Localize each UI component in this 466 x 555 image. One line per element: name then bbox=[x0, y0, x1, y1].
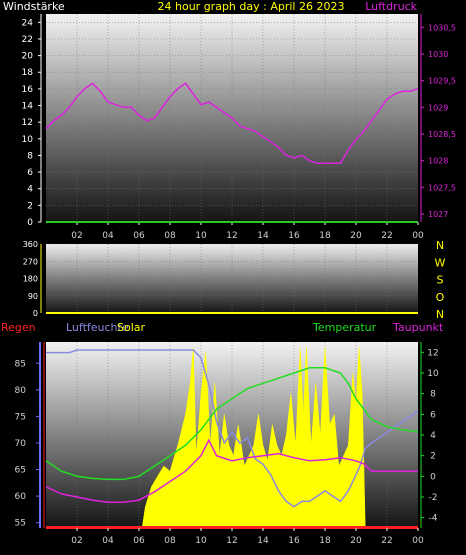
x-tick-label: 14 bbox=[257, 536, 269, 546]
right-tick-label: 0 bbox=[430, 472, 436, 482]
left-tick-label: 4 bbox=[27, 185, 33, 195]
right-tick-label: 1028 bbox=[428, 157, 448, 166]
direction-label: N bbox=[436, 239, 444, 252]
x-tick-label: 10 bbox=[195, 536, 207, 546]
x-tick-label: 20 bbox=[350, 231, 362, 241]
temperature-line bbox=[45, 367, 419, 481]
x-tick-label: 00 bbox=[412, 231, 424, 241]
left-tick-label: 24 bbox=[22, 18, 34, 28]
right-tick-label: 4 bbox=[430, 431, 436, 441]
panel1-right-axis: 1027 1027,5 1028 1028,5 1029 1029,5 1030 1030,5 bbox=[420, 14, 456, 222]
x-tick-label: 14 bbox=[257, 231, 269, 241]
x-tick-label: 02 bbox=[71, 536, 82, 546]
right-tick-label: 1027,5 bbox=[428, 183, 456, 192]
header-right-title: Luftdruck bbox=[365, 0, 417, 13]
x-tick-label: 02 bbox=[71, 231, 82, 241]
left-tick-label: 16 bbox=[22, 85, 34, 95]
right-tick-label: 1029,5 bbox=[428, 77, 456, 86]
right-tick-label: 1029 bbox=[428, 103, 448, 112]
right-tick-label: 8 bbox=[430, 390, 436, 400]
humidity-line bbox=[46, 349, 419, 508]
right-tick-label: 6 bbox=[430, 410, 436, 420]
legend-taupunkt: Taupunkt bbox=[392, 321, 444, 334]
direction-label: S bbox=[437, 274, 444, 287]
direction-label: N bbox=[436, 308, 444, 321]
x-tick-label: 18 bbox=[319, 536, 331, 546]
direction-label: O bbox=[436, 291, 445, 304]
left-tick-label: 90 bbox=[28, 292, 38, 301]
x-tick-label: 12 bbox=[226, 231, 237, 241]
left-tick-label: 20 bbox=[22, 52, 34, 62]
panel3-x-axis: 02 04 06 08 10 12 14 16 18 20 22 00 bbox=[71, 528, 424, 546]
left-tick-label: 6 bbox=[27, 168, 33, 178]
left-tick-label: 14 bbox=[22, 102, 34, 112]
panel3-right-axis: -4 -2 0 2 4 6 8 10 12 bbox=[420, 342, 439, 528]
x-tick-label: 22 bbox=[381, 231, 392, 241]
panel3-left-axis: 55 60 65 70 75 80 85 bbox=[15, 342, 45, 529]
right-tick-label: 1028,5 bbox=[428, 130, 456, 139]
left-tick-label: 85 bbox=[15, 359, 26, 369]
right-tick-label: 10 bbox=[427, 369, 439, 379]
right-tick-label: 2 bbox=[430, 452, 436, 462]
right-tick-label: 1027 bbox=[428, 210, 448, 219]
direction-label: W bbox=[435, 256, 446, 269]
right-tick-label: -2 bbox=[429, 493, 438, 503]
left-tick-label: 0 bbox=[33, 309, 38, 318]
left-tick-label: 70 bbox=[15, 439, 27, 449]
legend-temperatur: Temperatur bbox=[312, 321, 377, 334]
left-tick-label: 10 bbox=[22, 135, 34, 145]
x-tick-label: 20 bbox=[350, 536, 362, 546]
left-tick-label: 18 bbox=[22, 68, 34, 78]
left-tick-label: 60 bbox=[15, 492, 27, 502]
legend-regen: Regen bbox=[1, 321, 36, 334]
x-tick-label: 18 bbox=[319, 231, 331, 241]
x-tick-label: 08 bbox=[164, 536, 176, 546]
left-tick-label: 80 bbox=[15, 386, 27, 396]
legend-luftfeuchte: Luftfeuchte bbox=[66, 321, 129, 334]
solar-area bbox=[46, 347, 418, 529]
left-tick-label: 12 bbox=[22, 118, 33, 128]
panel2-left-axis: 0 90 180 270 360 bbox=[23, 240, 418, 318]
left-tick-label: 8 bbox=[27, 151, 33, 161]
x-tick-label: 08 bbox=[164, 231, 176, 241]
panel3-legend: Regen Luftfeuchte Solar Temperatur Taupu… bbox=[1, 321, 444, 334]
header-center-title: 24 hour graph day : April 26 2023 bbox=[158, 0, 345, 13]
left-tick-label: 360 bbox=[23, 240, 38, 249]
right-tick-label: -4 bbox=[429, 514, 438, 524]
x-tick-label: 06 bbox=[133, 231, 145, 241]
x-tick-label: 04 bbox=[102, 231, 114, 241]
dewpoint-line bbox=[45, 438, 418, 503]
left-tick-label: 270 bbox=[23, 257, 38, 266]
x-tick-label: 12 bbox=[226, 536, 237, 546]
left-tick-label: 22 bbox=[22, 35, 33, 45]
x-tick-label: 10 bbox=[195, 231, 207, 241]
left-tick-label: 55 bbox=[15, 519, 26, 529]
header-left-title: Windstärke bbox=[3, 0, 65, 13]
right-tick-label: 1030,5 bbox=[428, 23, 456, 32]
x-tick-label: 16 bbox=[288, 536, 300, 546]
panel1-series bbox=[45, 82, 419, 223]
left-tick-label: 65 bbox=[15, 466, 26, 476]
legend-solar: Solar bbox=[117, 321, 146, 334]
left-tick-label: 2 bbox=[27, 201, 33, 211]
pressure-line bbox=[45, 82, 419, 165]
panel3-series bbox=[45, 347, 419, 529]
x-tick-label: 22 bbox=[381, 536, 392, 546]
x-tick-label: 16 bbox=[288, 231, 300, 241]
right-tick-label: 12 bbox=[427, 348, 438, 358]
x-tick-label: 06 bbox=[133, 536, 145, 546]
x-tick-label: 00 bbox=[412, 536, 424, 546]
panel1-x-axis: 02 04 06 08 10 12 14 16 18 20 22 00 bbox=[71, 222, 424, 241]
left-tick-label: 0 bbox=[27, 218, 33, 228]
left-tick-label: 75 bbox=[15, 412, 26, 422]
left-tick-label: 180 bbox=[23, 275, 38, 284]
x-tick-label: 04 bbox=[102, 536, 114, 546]
right-tick-label: 1030 bbox=[428, 50, 448, 59]
